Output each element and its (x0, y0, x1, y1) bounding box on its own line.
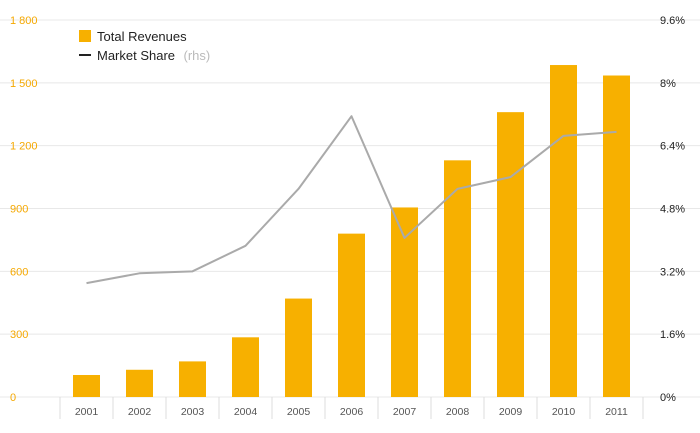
x-tick-label-2004: 2004 (234, 406, 258, 418)
x-tick-label-2001: 2001 (75, 406, 99, 418)
bar-2011 (603, 75, 630, 397)
grid-lines (0, 19, 700, 419)
right-tick-label-2: 3.2% (660, 266, 685, 278)
x-tick-label-2008: 2008 (446, 406, 470, 418)
left-tick-label-2: 600 (10, 266, 28, 278)
left-tick-label-3: 900 (10, 204, 28, 216)
x-tick-label-2006: 2006 (340, 406, 364, 418)
x-tick-label-2003: 2003 (181, 406, 205, 418)
bar-2005 (285, 298, 312, 397)
x-tick-label-2009: 2009 (499, 406, 523, 418)
x-tick-label-2010: 2010 (552, 406, 576, 418)
right-axis-ticks: 0% 1.6% 3.2% 4.8% 6.4% 8% 9.6% (660, 15, 685, 404)
bar-2009 (497, 112, 524, 398)
x-tick-label-2011: 2011 (605, 406, 628, 418)
left-tick-label-5: 1 500 (10, 78, 38, 90)
right-tick-label-1: 1.6% (660, 329, 685, 341)
left-tick-label-4: 1 200 (10, 141, 38, 153)
bar-2002 (126, 369, 153, 397)
legend-market-share-name: Market Share (97, 48, 175, 63)
line-series-market-share (86, 115, 617, 285)
x-axis-ticks: 2001 2002 2003 2004 2005 2006 2007 2008 2009 2010… (75, 406, 628, 418)
right-tick-label-5: 8% (660, 78, 676, 90)
legend-label-market-share: Market Share (rhs) (97, 47, 210, 64)
x-tick-label-2007: 2007 (393, 406, 417, 418)
right-tick-label-0: 0% (660, 392, 676, 404)
bar-2004 (232, 337, 259, 397)
bar-2001 (73, 375, 100, 397)
left-tick-label-1: 300 (10, 329, 28, 341)
x-tick-label-2002: 2002 (128, 406, 152, 418)
bar-series-total-revenues (73, 65, 630, 398)
left-axis-ticks: 0 300 600 900 1 200 1 500 1 800 (10, 15, 38, 404)
bar-2006 (338, 233, 365, 397)
legend: Total Revenues Market Share (rhs) (79, 29, 210, 64)
bar-2007 (391, 207, 418, 397)
legend-market-share-rhs: (rhs) (184, 48, 211, 63)
right-tick-label-3: 4.8% (660, 204, 685, 216)
bar-2003 (179, 361, 206, 397)
x-tick-label-2005: 2005 (287, 406, 311, 418)
legend-label-total-revenues: Total Revenues (97, 29, 187, 44)
right-tick-label-4: 6.4% (660, 141, 685, 153)
left-tick-label-0: 0 (10, 392, 16, 404)
bar-2010 (550, 65, 577, 398)
left-tick-label-6: 1 800 (10, 15, 38, 27)
right-tick-label-6: 9.6% (660, 15, 685, 27)
bar-2008 (444, 160, 471, 397)
legend-swatch-total-revenues (79, 30, 91, 42)
